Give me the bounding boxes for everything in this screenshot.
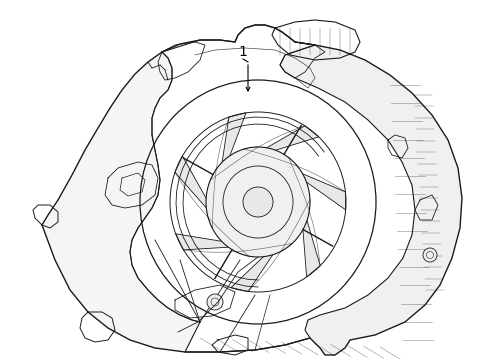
Polygon shape — [289, 158, 320, 277]
Polygon shape — [42, 52, 200, 352]
Polygon shape — [208, 113, 246, 228]
Circle shape — [207, 294, 223, 310]
Polygon shape — [210, 126, 318, 180]
Polygon shape — [175, 156, 249, 256]
Polygon shape — [280, 45, 462, 355]
Polygon shape — [244, 147, 345, 210]
Text: 1: 1 — [239, 45, 247, 59]
Ellipse shape — [206, 147, 310, 257]
Circle shape — [243, 187, 273, 217]
Circle shape — [423, 248, 437, 262]
Polygon shape — [176, 234, 292, 251]
Polygon shape — [231, 199, 310, 292]
